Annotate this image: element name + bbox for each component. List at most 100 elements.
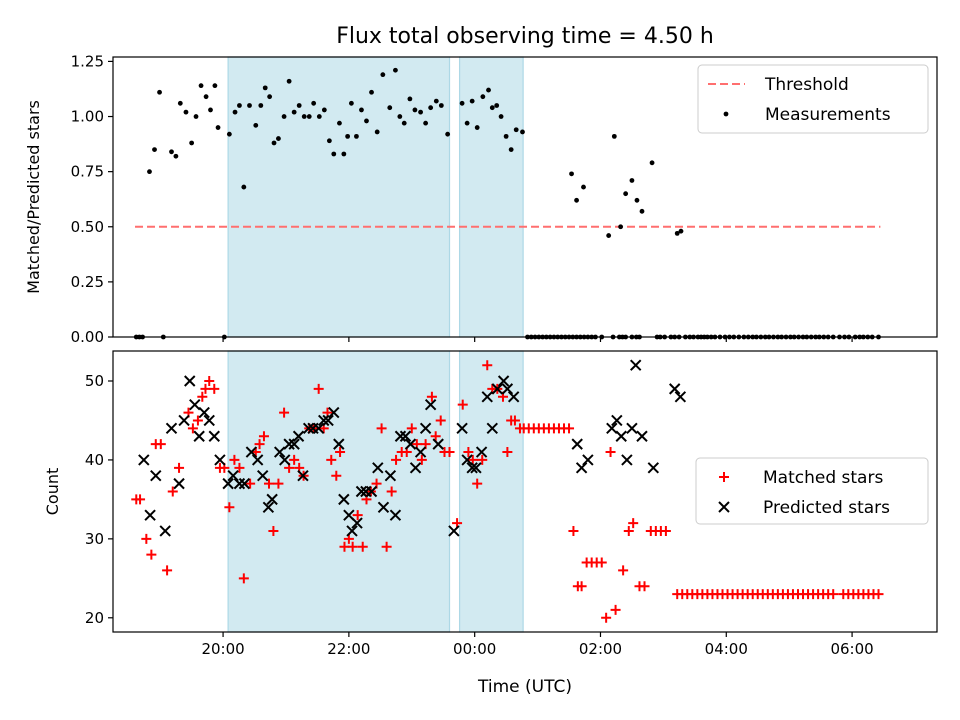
matched-star-point — [224, 502, 235, 513]
matched-star-point — [596, 557, 607, 568]
matched-star-point — [610, 604, 621, 615]
matched-star-point — [406, 423, 417, 434]
measurement-point — [412, 107, 418, 113]
measurement-point — [459, 100, 465, 106]
matched-star-point — [268, 525, 279, 536]
measurement-point — [423, 120, 429, 126]
predicted-star-point — [491, 383, 504, 395]
matched-star-point — [155, 439, 166, 450]
predicted-star-point — [674, 391, 687, 403]
predicted-star-point — [355, 485, 368, 498]
matched-star-point — [467, 454, 478, 465]
measurement-point — [480, 94, 486, 100]
predicted-star-point — [165, 422, 178, 435]
matched-star-point — [200, 383, 211, 394]
predicted-star-point — [312, 422, 325, 435]
matched-star-point — [628, 518, 639, 529]
measurement-point — [359, 107, 364, 113]
predicted-star-point — [297, 470, 309, 482]
measurement-point — [606, 233, 612, 238]
matched-star-point — [381, 541, 392, 552]
matched-star-point — [167, 486, 178, 497]
measurement-point — [407, 96, 413, 102]
matched-star-point — [623, 525, 634, 536]
predicted-star-point — [338, 493, 350, 506]
measurement-point — [618, 224, 624, 230]
measurement-point — [418, 109, 423, 115]
measurement-point — [267, 94, 273, 100]
predicted-star-point — [266, 493, 278, 506]
predicted-star-point — [481, 391, 493, 403]
measurement-point — [649, 160, 655, 166]
matched-star-point — [279, 407, 290, 418]
y-axis-label: Count — [43, 468, 62, 516]
matched-star-point — [568, 525, 579, 536]
predicted-star-point — [173, 477, 185, 490]
predicted-star-point — [322, 414, 334, 427]
predicted-star-point — [302, 422, 315, 435]
predicted-star-point — [668, 383, 681, 395]
measurement-point — [212, 83, 218, 89]
predicted-star-point — [621, 454, 633, 466]
predicted-star-point — [214, 454, 226, 466]
matched-star-point — [289, 454, 300, 465]
measurement-point — [316, 114, 322, 119]
measurement-point — [354, 133, 359, 139]
measurement-point — [232, 109, 238, 115]
measurement-point — [611, 133, 617, 139]
measurement-point — [291, 109, 297, 115]
measurement-point — [639, 208, 645, 214]
matched-star-point — [576, 581, 587, 592]
measurement-point — [428, 105, 434, 111]
matched-star-point — [204, 375, 215, 386]
matched-star-point — [187, 423, 198, 434]
measurement-point — [581, 184, 586, 190]
measurement-point — [152, 147, 157, 152]
axes-frame — [112, 56, 938, 338]
measurement-point — [574, 197, 579, 203]
measurement-point — [678, 228, 684, 234]
predicted-star-point — [384, 470, 397, 482]
ratio-panel: 0.00 0.25 0.50 0.75 1.00 1.25 Matched/Predicte… — [24, 52, 938, 346]
measurement-point — [433, 98, 439, 104]
predicted-star-point — [461, 454, 473, 466]
matched-star-point — [564, 423, 575, 434]
count-panel: 20:00 22:00 00:00 02:00 04:00 06:00 20 30 40 50 Co… — [43, 350, 938, 658]
measurement-point — [494, 103, 500, 108]
measurement-point — [321, 107, 327, 113]
measurement-point — [474, 125, 480, 130]
predicted-star-point — [377, 501, 390, 513]
measurement-point — [189, 140, 195, 146]
measurement-point — [513, 127, 519, 133]
matched-star-point — [444, 447, 455, 458]
y-tick-label: 0.00 — [71, 328, 104, 346]
measurement-point — [569, 171, 574, 177]
predicted-star-point — [193, 430, 205, 442]
predicted-star-point — [251, 454, 264, 466]
predicted-star-point — [245, 446, 258, 458]
measurement-point — [173, 153, 179, 159]
measurement-point — [331, 151, 337, 157]
predicted-star-point — [283, 438, 295, 450]
observing-window-span — [227, 56, 451, 338]
predicted-star-point — [486, 422, 498, 435]
matched-star-point — [146, 549, 157, 560]
legend-box — [697, 64, 929, 134]
matched-star-point — [639, 581, 650, 592]
matched-star-point — [141, 533, 152, 544]
x-tick-label: 04:00 — [705, 640, 748, 658]
predicted-star-point — [615, 430, 627, 442]
measurement-point — [520, 129, 525, 135]
legend-predicted-swatch — [718, 501, 730, 513]
matched-star-point — [258, 431, 269, 442]
observing-window-span — [458, 56, 524, 338]
legend-label: Predicted stars — [763, 498, 890, 518]
measurement-point — [247, 103, 252, 108]
matched-star-point — [618, 565, 629, 576]
y-tick-label: 0.50 — [71, 218, 104, 236]
predicted-star-point — [150, 470, 162, 482]
matched-star-point — [660, 525, 671, 536]
matched-star-point — [197, 391, 208, 402]
measurement-point — [208, 107, 213, 113]
matched-star-point — [313, 383, 324, 394]
